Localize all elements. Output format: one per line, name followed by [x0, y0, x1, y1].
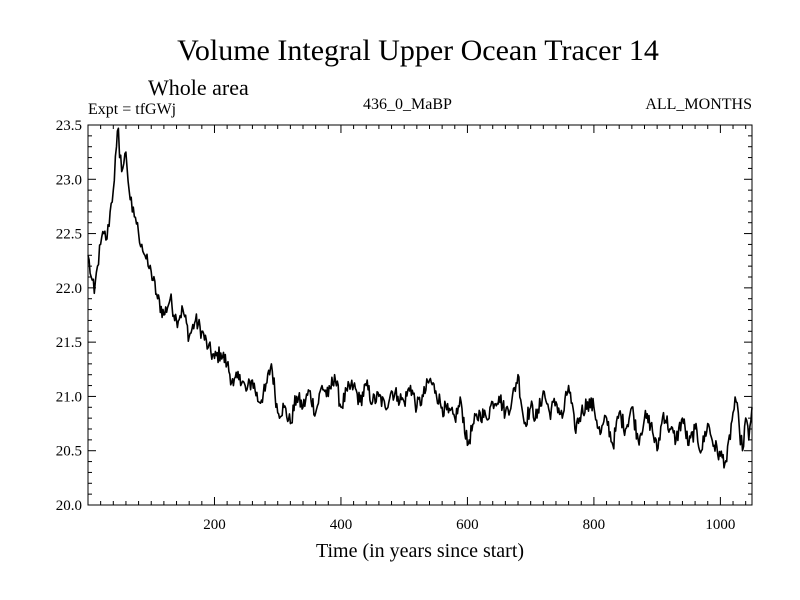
- period-label: 436_0_MaBP: [363, 96, 452, 113]
- x-axis-label: Time (in years since start): [316, 540, 524, 562]
- y-tick-label: 23.5: [56, 118, 82, 134]
- x-tick-label: 600: [456, 517, 479, 533]
- x-tick-label: 200: [203, 517, 226, 533]
- y-tick-label: 20.0: [56, 498, 82, 514]
- plot-frame: [87, 124, 753, 506]
- chart-subtitle: Whole area: [148, 75, 249, 100]
- months-label: ALL_MONTHS: [645, 96, 752, 113]
- y-tick-label: 21.0: [56, 389, 82, 405]
- expt-label: Expt = tfGWj: [88, 101, 176, 118]
- y-tick-label: 22.0: [56, 281, 82, 297]
- chart-title: Volume Integral Upper Ocean Tracer 14: [177, 34, 659, 67]
- series-line: [87, 127, 753, 469]
- y-tick-label: 22.5: [56, 227, 82, 243]
- x-axis-ticks: 200 400 600 800 1000: [100, 125, 747, 533]
- y-tick-label: 20.5: [56, 444, 82, 460]
- x-tick-label: 1000: [705, 517, 735, 533]
- y-tick-label: 23.0: [56, 172, 82, 188]
- y-tick-label: 21.5: [56, 335, 82, 351]
- y-axis-ticks: 20.0 20.5 21.0 21.5 22.0 22.5 23.0 23.5: [56, 118, 752, 514]
- series-layer: [87, 127, 753, 469]
- x-tick-label: 400: [330, 517, 353, 533]
- x-tick-label: 800: [583, 517, 606, 533]
